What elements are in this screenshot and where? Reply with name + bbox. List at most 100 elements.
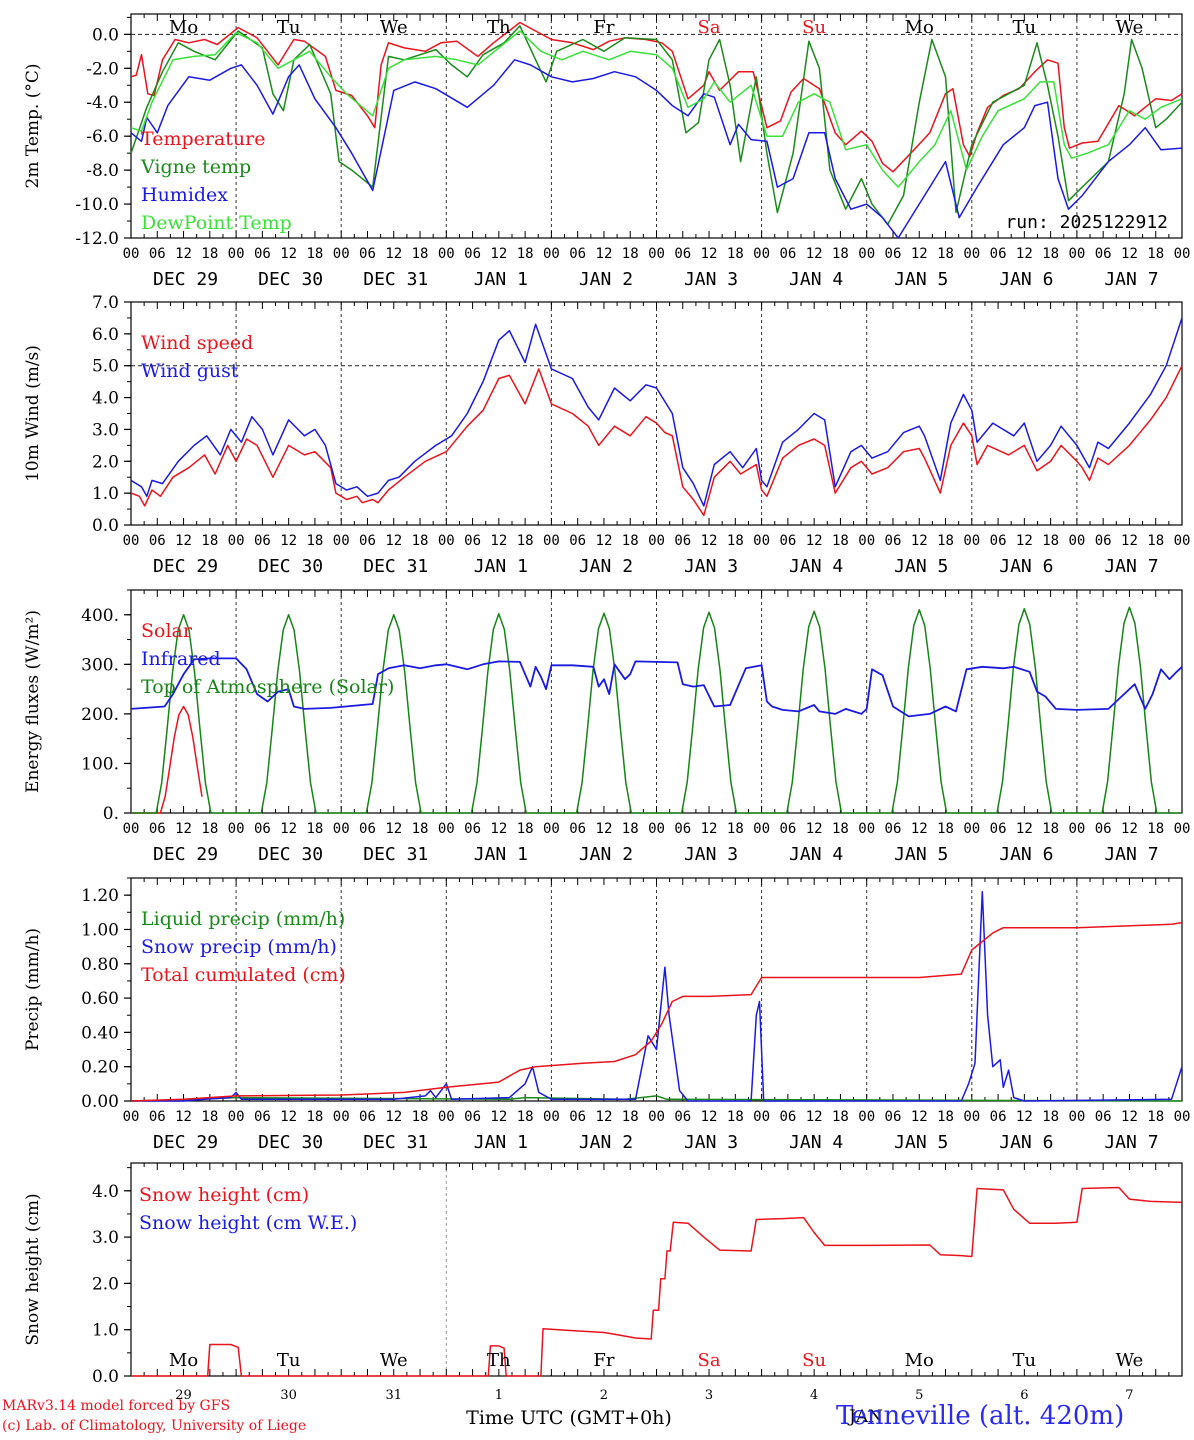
- hour-label: 18: [201, 533, 218, 549]
- hour-label: 06: [464, 1109, 481, 1125]
- day-name-label: Th: [487, 1350, 511, 1371]
- legend-entry: Total cumulated (cm): [141, 964, 346, 986]
- hour-label: 06: [885, 533, 902, 549]
- hour-label: 00: [543, 533, 560, 549]
- y-axis-label: Precip (mm/h): [23, 928, 43, 1051]
- hour-label: 00: [858, 821, 875, 837]
- hour-label: 06: [569, 821, 586, 837]
- y-tick-label: 0.40: [81, 1023, 119, 1043]
- hour-label: 18: [412, 1109, 429, 1125]
- hour-label: 18: [1147, 821, 1164, 837]
- y-tick-label: 3.0: [92, 420, 119, 440]
- hour-label: 18: [937, 246, 954, 262]
- hour-label: 00: [858, 1109, 875, 1125]
- hour-label: 00: [123, 246, 140, 262]
- station-name: Tenneville (alt. 420m): [836, 1401, 1125, 1431]
- hour-label: 12: [806, 533, 823, 549]
- hour-label: 12: [490, 1109, 507, 1125]
- hour-label: 18: [937, 1109, 954, 1125]
- hour-label: 18: [306, 246, 323, 262]
- lab-credit: (c) Lab. of Climatology, University of L…: [2, 1418, 307, 1434]
- date-label: JAN 1: [474, 556, 528, 577]
- y-tick-label: 7.0: [92, 293, 119, 313]
- hour-label: 06: [990, 246, 1007, 262]
- y-axis-label: Snow height (cm): [23, 1193, 43, 1345]
- plot-frame: [130, 589, 1183, 814]
- hour-label: 00: [438, 533, 455, 549]
- hour-label: 18: [1042, 533, 1059, 549]
- date-label: JAN 5: [894, 1132, 948, 1153]
- hour-label: 18: [412, 533, 429, 549]
- legend-entry: Top of Atmosphere (Solar): [141, 676, 394, 698]
- y-tick-label: 6.0: [92, 325, 119, 345]
- hour-label: 00: [648, 246, 665, 262]
- hour-label: 00: [1174, 1109, 1191, 1125]
- hour-label: 12: [806, 1109, 823, 1125]
- hour-label: 12: [1016, 246, 1033, 262]
- hour-label: 06: [569, 1109, 586, 1125]
- legend-entry: Humidex: [141, 184, 228, 206]
- day-name-label: Su: [802, 17, 826, 38]
- y-tick-label: 400.: [81, 606, 119, 626]
- y-tick-label: 1.00: [81, 920, 119, 940]
- date-label: JAN 7: [1104, 269, 1158, 290]
- hour-label: 06: [149, 533, 166, 549]
- hour-label: 18: [1042, 246, 1059, 262]
- hour-label: 12: [280, 533, 297, 549]
- date-label: DEC 31: [363, 1132, 428, 1153]
- hour-label: 12: [280, 246, 297, 262]
- hour-label: 00: [228, 1109, 245, 1125]
- hour-label: 18: [832, 1109, 849, 1125]
- y-tick-label: 100.: [81, 754, 119, 774]
- day-name-label: Tu: [277, 1350, 301, 1371]
- hour-label: 06: [779, 821, 796, 837]
- series-humidex: [130, 59, 1183, 239]
- y-tick-label: 0.0: [92, 516, 119, 536]
- y-tick-label: 4.0: [92, 1182, 119, 1202]
- hour-label: 18: [201, 821, 218, 837]
- day-number-label: 3: [705, 1388, 713, 1403]
- hour-label: 00: [333, 533, 350, 549]
- hour-label: 00: [438, 821, 455, 837]
- day-name-label: Fr: [593, 1350, 614, 1371]
- date-label: DEC 30: [258, 556, 323, 577]
- day-name-label: Mo: [905, 1350, 934, 1371]
- date-label: JAN 5: [894, 269, 948, 290]
- hour-label: 00: [333, 821, 350, 837]
- day-number-label: 30: [280, 1388, 297, 1403]
- hour-label: 06: [149, 246, 166, 262]
- series-snow-height-cm-: [131, 1186, 1183, 1377]
- hour-label: 12: [701, 1109, 718, 1125]
- hour-label: 06: [1095, 533, 1112, 549]
- hour-label: 06: [885, 1109, 902, 1125]
- hour-label: 00: [963, 246, 980, 262]
- hour-label: 06: [464, 246, 481, 262]
- date-label: JAN 3: [684, 269, 738, 290]
- hour-label: 18: [622, 246, 639, 262]
- y-tick-label: 0.80: [81, 955, 119, 975]
- y-axis-label: Energy fluxes (W/m²): [23, 610, 43, 793]
- hour-label: 00: [228, 246, 245, 262]
- date-label: JAN 7: [1104, 844, 1158, 865]
- series-snow-precip-mm-h-: [131, 890, 1183, 1102]
- series-dewpoint-temp: [130, 30, 1183, 188]
- y-tick-label: -4.0: [86, 93, 119, 113]
- hour-label: 12: [385, 246, 402, 262]
- day-name-label: We: [1116, 1350, 1144, 1371]
- date-label: JAN 3: [684, 844, 738, 865]
- date-label: DEC 31: [363, 556, 428, 577]
- hour-label: 00: [543, 821, 560, 837]
- hour-label: 06: [359, 246, 376, 262]
- hour-label: 06: [254, 533, 271, 549]
- hour-label: 18: [727, 821, 744, 837]
- y-tick-label: 3.0: [92, 1228, 119, 1248]
- y-tick-label: 4.0: [92, 389, 119, 409]
- y-tick-label: 1.0: [92, 484, 119, 504]
- legend-entry: DewPoint Temp: [141, 212, 292, 234]
- hour-label: 06: [464, 821, 481, 837]
- hour-label: 06: [359, 1109, 376, 1125]
- hour-label: 18: [622, 533, 639, 549]
- hour-label: 00: [963, 533, 980, 549]
- hour-label: 18: [412, 821, 429, 837]
